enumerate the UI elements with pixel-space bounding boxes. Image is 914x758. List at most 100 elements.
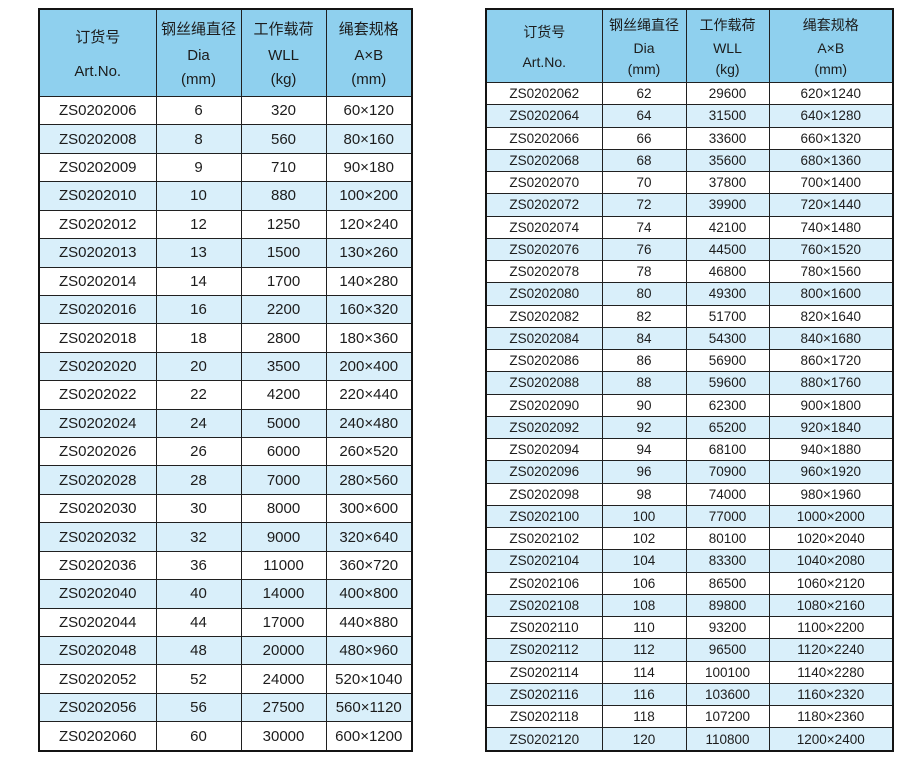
cell-art-no: ZS0202080 [485,282,603,306]
cell-dia: 72 [601,193,687,217]
cell-dia: 12 [155,209,242,240]
cell-wll: 74000 [685,482,770,506]
cell-wll: 56900 [685,348,770,373]
header-row: 订货号 Art.No. 钢丝绳直径 Dia (mm) 工作载荷 WLL [38,8,413,97]
cell-dia: 6 [155,95,242,126]
cell-wll: 3500 [240,351,327,382]
cell-art-no: ZS0202088 [485,371,603,395]
col-header-spec-en: A×B [354,46,384,64]
cell-wll: 42100 [685,215,770,239]
col-header-spec-unit: (mm) [814,61,848,77]
table-row: ZS0202100 100 77000 1000×2000 [485,504,894,529]
cell-spec: 780×1560 [768,259,894,284]
cell-wll: 30000 [240,721,327,752]
cell-spec: 320×640 [325,522,413,552]
cell-wll: 51700 [685,304,770,328]
cell-art-no: ZS0202018 [38,323,157,353]
table-row: ZS0202009 9 710 90×180 [38,152,413,183]
cell-art-no: ZS0202098 [485,482,603,506]
cell-art-no: ZS0202112 [485,638,603,662]
cell-spec: 900×1800 [768,393,894,417]
cell-spec: 200×400 [325,351,413,382]
cell-spec: 1060×2120 [768,571,894,595]
cell-spec: 80×160 [325,124,413,154]
cell-dia: 26 [155,437,242,467]
cell-dia: 84 [601,326,687,351]
cell-art-no: ZS0202104 [485,549,603,573]
cell-dia: 30 [155,493,242,524]
cell-wll: 11000 [240,550,327,581]
cell-dia: 78 [601,259,687,284]
cell-wll: 39900 [685,193,770,217]
cell-wll: 59600 [685,371,770,395]
cell-spec: 820×1640 [768,304,894,328]
cell-art-no: ZS0202110 [485,615,603,640]
col-header-art-no-en: Art.No. [522,54,567,70]
cell-wll: 5000 [240,408,327,439]
cell-art-no: ZS0202060 [38,721,157,752]
table-row: ZS0202106 106 86500 1060×2120 [485,571,894,595]
cell-spec: 860×1720 [768,348,894,373]
cell-art-no: ZS0202102 [485,526,603,551]
cell-art-no: ZS0202012 [38,209,157,240]
cell-spec: 90×180 [325,152,413,183]
cell-spec: 280×560 [325,465,413,495]
cell-art-no: ZS0202100 [485,504,603,529]
cell-art-no: ZS0202044 [38,607,157,638]
table-body-right: ZS0202062 62 29600 620×1240 ZS0202064 64 31500… [485,81,894,752]
table-row: ZS0202032 32 9000 320×640 [38,522,413,552]
cell-spec: 240×480 [325,408,413,439]
cell-spec: 220×440 [325,380,413,410]
cell-spec: 680×1360 [768,148,894,173]
cell-dia: 102 [601,526,687,551]
cell-wll: 96500 [685,638,770,662]
cell-dia: 100 [601,504,687,529]
col-header-dia-en: Dia [187,46,210,64]
cell-art-no: ZS0202024 [38,408,157,439]
cell-dia: 22 [155,380,242,410]
cell-dia: 60 [155,721,242,752]
cell-dia: 64 [601,104,687,128]
col-header-wll-en: WLL [268,46,299,64]
table-row: ZS0202070 70 37800 700×1400 [485,170,894,195]
cell-dia: 66 [601,126,687,150]
col-header-spec-unit: (mm) [351,71,387,89]
cell-dia: 13 [155,238,242,268]
cell-spec: 980×1960 [768,482,894,506]
table-body-left: ZS0202006 6 320 60×120 ZS0202008 8 560 80×160 ZS… [38,95,413,752]
cell-spec: 1040×2080 [768,549,894,573]
cell-wll: 8000 [240,493,327,524]
table-row: ZS0202094 94 68100 940×1880 [485,437,894,462]
table-row: ZS0202102 102 80100 1020×2040 [485,526,894,551]
col-header-wll-zh: 工作载荷 [253,20,314,38]
table-row: ZS0202068 68 35600 680×1360 [485,148,894,173]
cell-art-no: ZS0202022 [38,380,157,410]
col-header-spec-zh: 绳套规格 [338,20,399,38]
cell-wll: 2200 [240,294,327,325]
col-header-wll-zh: 工作载荷 [699,17,756,33]
col-header-spec-en: A×B [817,40,845,56]
cell-dia: 62 [601,81,687,106]
cell-art-no: ZS0202010 [38,181,157,211]
cell-wll: 710 [240,152,327,183]
cell-wll: 89800 [685,593,770,618]
cell-spec: 660×1320 [768,126,894,150]
col-header-spec: 绳套规格 A×B (mm) [325,8,413,97]
table-row: ZS0202084 84 54300 840×1680 [485,326,894,351]
table-row: ZS0202026 26 6000 260×520 [38,437,413,467]
cell-dia: 32 [155,522,242,552]
cell-wll: 54300 [685,326,770,351]
table-row: ZS0202030 30 8000 300×600 [38,493,413,524]
cell-dia: 68 [601,148,687,173]
cell-art-no: ZS0202020 [38,351,157,382]
cell-art-no: ZS0202032 [38,522,157,552]
cell-spec: 740×1480 [768,215,894,239]
cell-dia: 110 [601,615,687,640]
spec-table-right: 订货号 Art.No. 钢丝绳直径 Dia (mm) 工作载荷 WLL [485,8,894,752]
cell-wll: 6000 [240,437,327,467]
cell-wll: 2800 [240,323,327,353]
col-header-art-no-en: Art.No. [74,63,122,80]
cell-spec: 1080×2160 [768,593,894,618]
table-row: ZS0202088 88 59600 880×1760 [485,371,894,395]
col-header-wll: 工作载荷 WLL (kg) [685,8,770,83]
